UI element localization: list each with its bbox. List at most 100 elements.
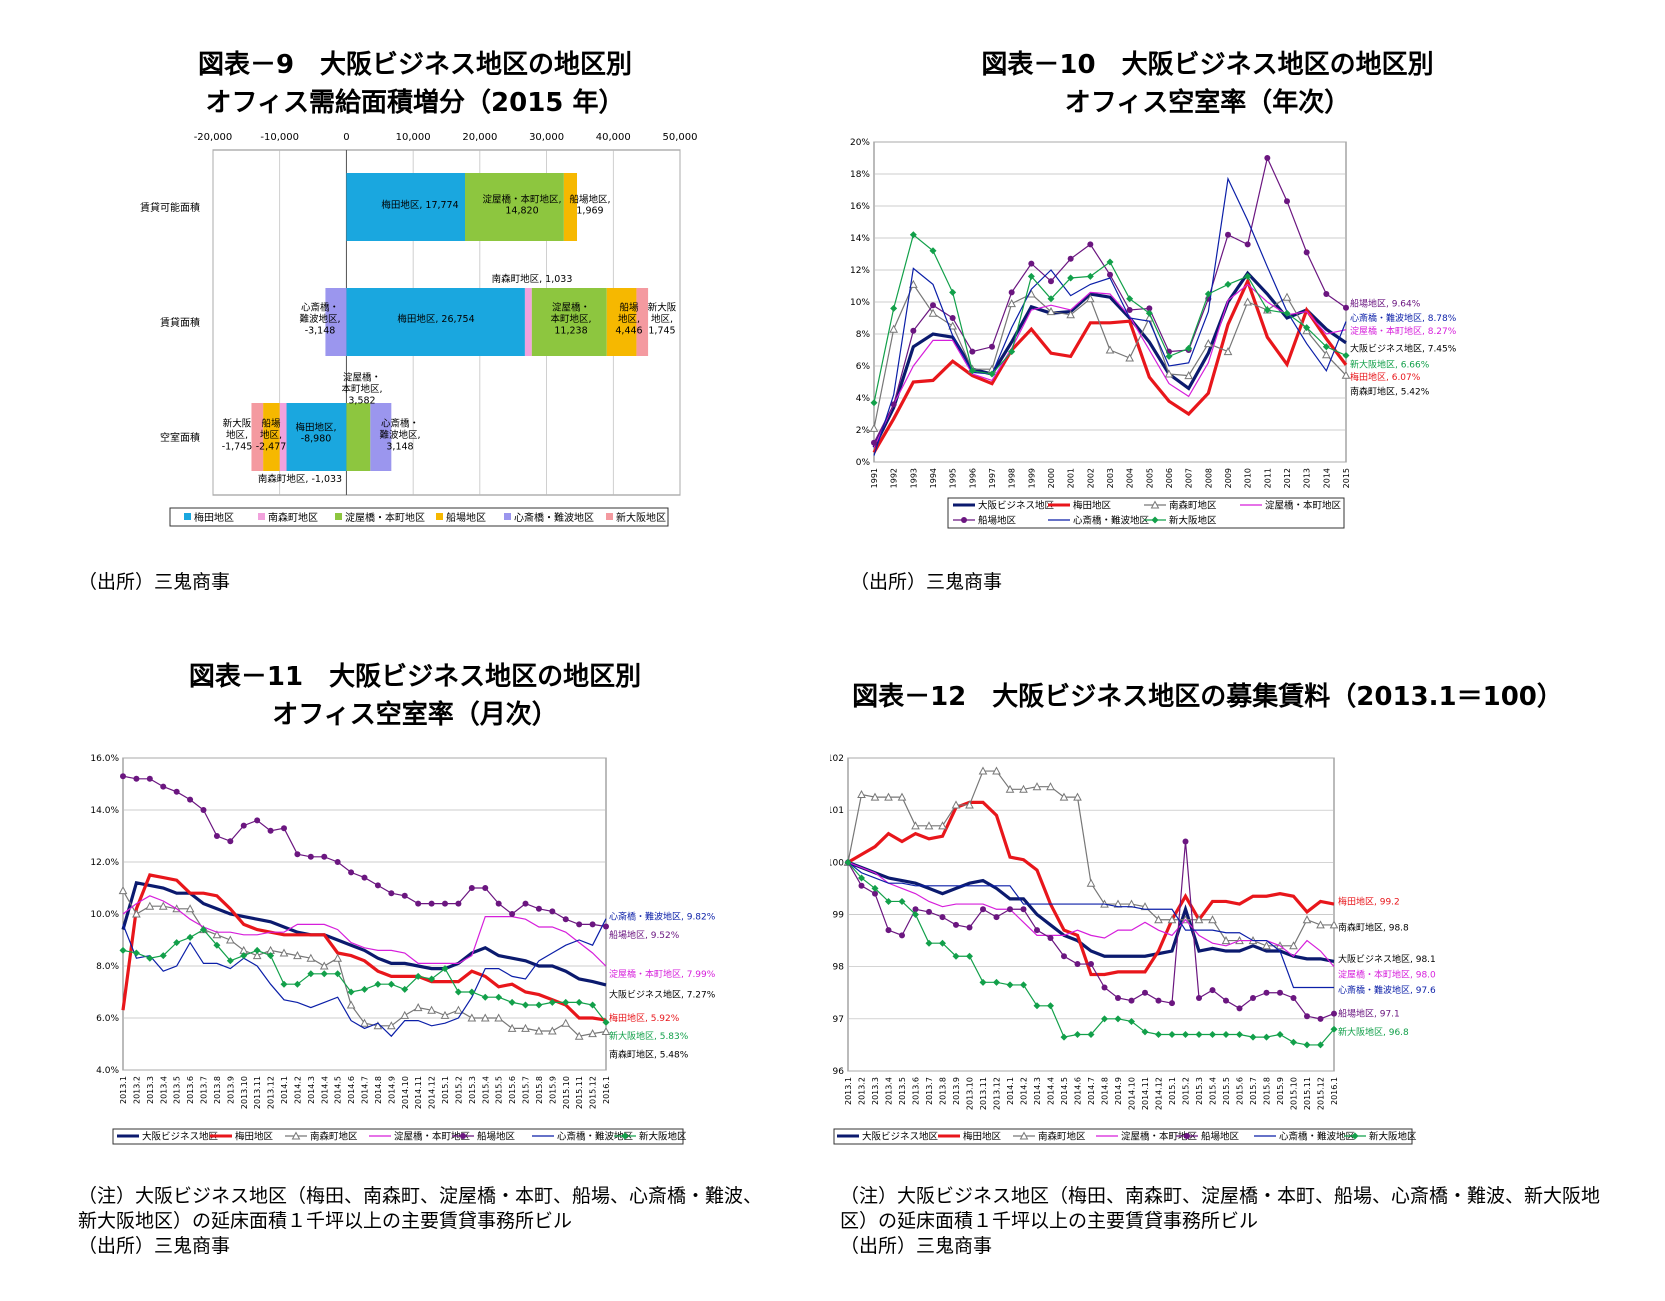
chart-11-data-point [227, 838, 234, 845]
chart-11-data-point [267, 952, 275, 960]
chart-9-title: 図表－9 大阪ビジネス地区の地区別 オフィス需給面積増分（2015 年） [197, 50, 633, 118]
chart-10-data-point [1008, 289, 1015, 296]
chart-11-data-point [588, 1029, 597, 1038]
chart-10-data-point [1342, 351, 1350, 359]
chart-10-x-tick-label: 2012 [1283, 468, 1292, 488]
chart-10-data-point [1008, 348, 1016, 356]
chart-10-data-point [1224, 280, 1232, 288]
chart-11-data-point [415, 900, 422, 907]
chart-12-x-tick-label: 2013.7 [925, 1077, 934, 1105]
chart-10-data-point [988, 370, 996, 378]
chart-12-data-point [1236, 1030, 1243, 1038]
chart-11-x-tick-label: 2013.9 [226, 1076, 235, 1104]
chart-9-x-tick-label: -20,000 [194, 132, 233, 143]
chart-12-data-point [924, 821, 934, 830]
chart-12-data-point [1182, 838, 1189, 845]
chart-11-data-point [589, 921, 596, 928]
chart-10-data-point [1283, 309, 1291, 317]
chart-12-series-line [847, 861, 1334, 989]
chart-10-data-point [928, 308, 938, 317]
chart-11-data-point [213, 833, 220, 839]
chart-12-data-point [952, 952, 960, 960]
chart-12-data-point [1195, 1030, 1203, 1038]
chart-12-x-tick-label: 2014.5 [1060, 1077, 1069, 1105]
chart-12-legend-label: 淀屋橋・本町地区 [1121, 1131, 1198, 1143]
chart-10-data-point [890, 304, 898, 312]
chart-10-series-group [873, 176, 1347, 456]
chart-12-legend-marker [1351, 1132, 1359, 1140]
chart-11-y-tick-label: 14.0% [90, 806, 119, 816]
chart-12-data-point [1208, 915, 1217, 924]
chart-9-data-label: 船場地区, 1,969 [569, 193, 610, 216]
chart-10-x-tick-label: 1992 [890, 468, 899, 488]
chart-12-x-tick-label: 2015.6 [1236, 1077, 1245, 1105]
chart-12-x-tick-label: 2014.1 [1006, 1077, 1015, 1105]
chart-11-legend-item: 船場地区 [452, 1131, 516, 1143]
chart-10-end-label: 南森町地区, 5.42% [1350, 386, 1430, 398]
chart-9-bar [531, 288, 607, 356]
chart-9-bar [465, 173, 564, 241]
chart-12-x-tick-label: 2014.12 [1155, 1077, 1164, 1110]
chart-12-data-point [871, 884, 879, 892]
chart-11-data-point [467, 1013, 477, 1022]
chart-11-x-tick-label: 2015.9 [548, 1076, 557, 1104]
chart-12-x-tick-label: 2015.5 [1222, 1077, 1231, 1105]
chart-11-data-point [173, 939, 181, 947]
chart-11-data-point [132, 909, 141, 918]
chart-11-x-tick-label: 2013.12 [267, 1076, 276, 1109]
chart-12-data-point [1250, 994, 1256, 1001]
chart-11-data-point [602, 1018, 610, 1026]
chart-10-y-tick-label: 16% [850, 202, 870, 212]
chart-10-series-line [872, 276, 1348, 454]
chart-11-end-label: 淀屋橋・本町地区, 7.99% [609, 968, 716, 980]
chart-11-panel: 図表－11 大阪ビジネス地区の地区別 オフィス空室率（月次） 4.0% 6.0% 8… [0, 648, 830, 1301]
chart-11-x-tick-label: 2013.1 [119, 1076, 128, 1104]
chart-11-data-point [494, 1013, 504, 1022]
chart-11-series-group [118, 886, 611, 1040]
chart-10-data-point [910, 327, 917, 334]
chart-12-data-point [1167, 915, 1177, 924]
chart-11-series-line [121, 873, 607, 1022]
chart-10-data-point [1204, 290, 1212, 298]
chart-10-legend-box [947, 497, 1345, 529]
chart-11-y-tick-label: 6.0% [96, 1014, 119, 1024]
chart-10-data-point [930, 302, 936, 309]
chart-11-data-point [562, 998, 570, 1006]
chart-11-legend-marker [291, 1131, 301, 1140]
chart-9-data-label: 船場地区, -2,477 [256, 418, 287, 453]
chart-12-data-point [1263, 989, 1270, 996]
chart-12-series-group [847, 861, 1334, 989]
chart-10-legend-item: 船場地区 [953, 515, 1017, 527]
chart-10-line-chart: 0% 2% 4% 6% 8% 10% 12% 14% 16% 18% 20% 1991 1992 1993… [850, 138, 1457, 529]
chart-12-data-point [1331, 1010, 1337, 1017]
chart-9-bar [524, 288, 532, 356]
chart-12-legend-item: 心斎橋・難波地区 [1254, 1131, 1356, 1143]
chart-10-data-point [1341, 370, 1351, 379]
chart-12-x-tick-label: 2015.2 [1182, 1077, 1191, 1105]
chart-12-data-point [1262, 941, 1271, 950]
chart-11-x-tick-label: 2014.5 [334, 1076, 343, 1104]
chart-12-x-tick-label: 2015.12 [1317, 1077, 1326, 1110]
chart-12-data-point [1155, 997, 1162, 1004]
chart-12-data-point [1168, 1030, 1176, 1038]
chart-11-end-label: 心斎橋・難波地区, 9.82% [609, 911, 716, 923]
chart-11-x-tick-label: 2014.4 [320, 1076, 329, 1104]
chart-12-x-tick-label: 2013.1 [844, 1077, 853, 1105]
chart-10-y-tick-label: 14% [850, 234, 870, 244]
chart-11-line-chart: 4.0% 6.0% 8.0% 10.0% 12.0% 14.0% 16.0% 2013.1 20… [90, 754, 716, 1145]
chart-12-data-point [1060, 1033, 1068, 1041]
chart-10-legend-label: 大阪ビジネス地区 [978, 500, 1055, 512]
chart-11-data-point [225, 935, 235, 944]
chart-12-x-tick-label: 2013.12 [993, 1077, 1002, 1110]
chart-10-data-point [869, 423, 879, 432]
chart-11-data-point [320, 970, 328, 978]
chart-10-x-tick-label: 2011 [1263, 468, 1272, 488]
chart-11-data-point [401, 892, 408, 899]
chart-11-data-point [414, 972, 422, 980]
chart-11-x-tick-label: 2015.8 [535, 1076, 544, 1104]
chart-11-title: 図表－11 大阪ビジネス地区の地区別 オフィス空室率（月次） [188, 662, 642, 730]
chart-12-x-tick-label: 2015.8 [1263, 1077, 1272, 1105]
chart-12-x-tick-label: 2013.3 [871, 1077, 880, 1105]
chart-10-data-point [929, 247, 937, 255]
chart-11-data-point [388, 890, 395, 897]
